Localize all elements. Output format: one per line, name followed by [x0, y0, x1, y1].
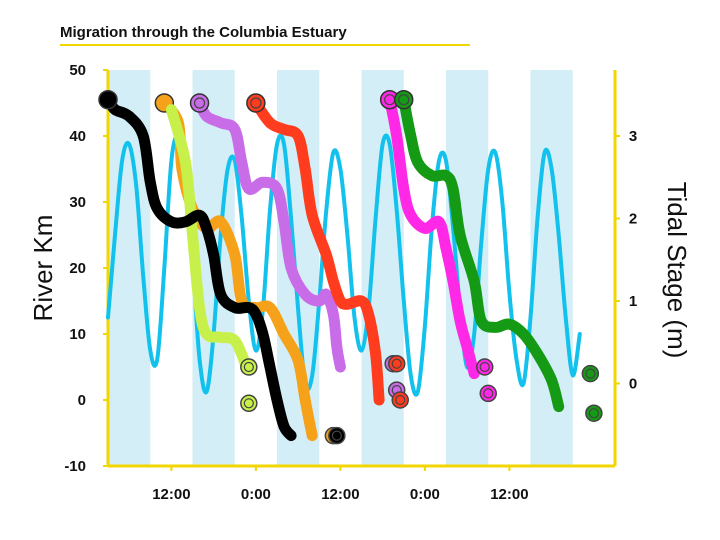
track-start-ring-5 — [398, 94, 410, 106]
track-end-ring-3-0 — [391, 358, 402, 369]
y2-tick-label: 3 — [629, 128, 637, 145]
y2-tick-label: 2 — [629, 211, 637, 228]
title-underline — [60, 18, 470, 46]
track-line-5 — [398, 94, 565, 413]
y-tick-label: 10 — [69, 326, 86, 343]
track-end-ring-1-1 — [243, 398, 254, 409]
y-tick-label: 20 — [69, 260, 86, 277]
x-tick-label: 12:00 — [490, 486, 528, 503]
track-end-ring-5-1 — [588, 408, 599, 419]
track-line-2 — [194, 97, 346, 373]
track-end-ring-1-0 — [243, 361, 254, 373]
night-band-5 — [530, 70, 573, 466]
y2-axis-label: Tidal Stage (m) — [662, 182, 692, 359]
track-line-1 — [165, 104, 251, 370]
x-tick-label: 12:00 — [321, 486, 359, 503]
track-start-ring-3 — [250, 97, 262, 109]
y-tick-label: 0 — [78, 392, 86, 409]
y-axis-label: River Km — [28, 215, 58, 322]
x-tick-label: 0:00 — [241, 486, 271, 503]
track-end-ring-3-1 — [395, 394, 406, 406]
series-layer — [98, 89, 603, 445]
y-tick-label: 50 — [69, 62, 86, 79]
track-line-3 — [250, 97, 385, 406]
y-tick-label: 40 — [69, 128, 86, 145]
track-end-ring-5-0 — [585, 368, 596, 379]
track-end-ring-4-1 — [483, 388, 494, 399]
track-end-ring-6-0 — [331, 430, 342, 441]
x-tick-label: 12:00 — [152, 486, 190, 503]
track-start-ring-4 — [384, 94, 396, 106]
y-tick-label: -10 — [64, 458, 86, 475]
track-start-ring-2 — [193, 97, 206, 109]
track-start-marker-6 — [98, 89, 118, 110]
y-tick-label: 30 — [69, 194, 86, 211]
y2-tick-label: 0 — [629, 376, 637, 393]
track-line-4 — [384, 94, 480, 380]
chart-title: Migration through the Columbia Estuary — [60, 24, 347, 41]
axes — [103, 69, 620, 471]
y2-tick-label: 1 — [629, 293, 637, 310]
track-end-ring-4-0 — [479, 361, 490, 373]
track-line-6 — [102, 94, 297, 442]
x-tick-label: 0:00 — [410, 486, 440, 503]
